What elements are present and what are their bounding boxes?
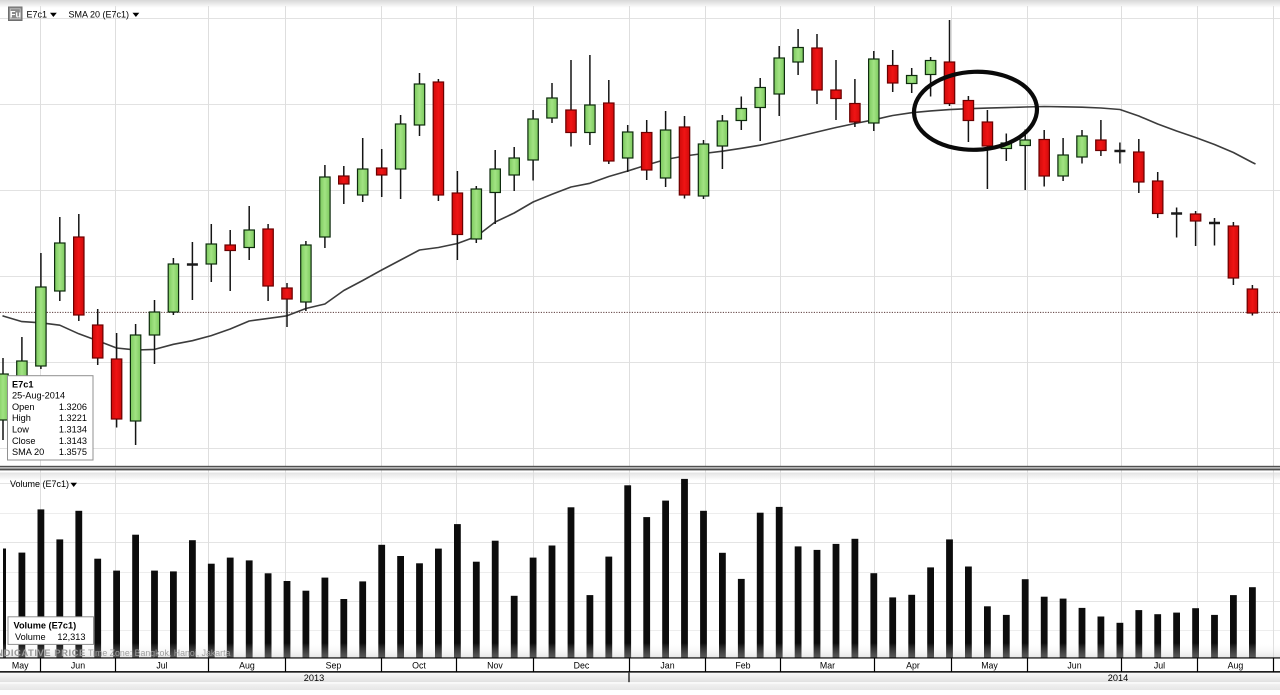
svg-text:Open: Open [12,402,34,412]
svg-text:Close: Close [12,436,36,446]
svg-text:Volume (E7c1): Volume (E7c1) [10,479,69,489]
svg-text:2014: 2014 [1108,673,1128,683]
svg-text:E7c1: E7c1 [12,379,33,389]
svg-text:SMA 20: SMA 20 [12,447,44,457]
svg-text:E7c1: E7c1 [27,9,48,19]
svg-text:Apr: Apr [906,660,920,670]
svg-text:Jun: Jun [1067,660,1081,670]
svg-text:Volume (E7c1): Volume (E7c1) [14,620,77,630]
svg-text:Feb: Feb [735,660,750,670]
svg-text:SMA 20 (E7c1): SMA 20 (E7c1) [69,9,130,19]
svg-text:Oct: Oct [412,660,426,670]
svg-text:2013: 2013 [304,673,324,683]
svg-text:Jul: Jul [156,660,167,670]
svg-text:INDICATIVE PRICE: INDICATIVE PRICE [0,648,86,659]
svg-text:Fu: Fu [10,9,21,19]
svg-text:Jul: Jul [1154,660,1165,670]
svg-text:Dec: Dec [574,660,590,670]
svg-text:1.3206: 1.3206 [59,402,87,412]
svg-text:Mar: Mar [820,660,835,670]
svg-text:May: May [12,660,29,670]
svg-text:Low: Low [12,425,29,435]
svg-text:25-Aug-2014: 25-Aug-2014 [12,391,65,401]
svg-text:Jun: Jun [71,660,85,670]
svg-text:1.3134: 1.3134 [59,425,87,435]
svg-text:1.3143: 1.3143 [59,436,87,446]
svg-text:High: High [12,413,31,423]
svg-text:Nov: Nov [487,660,503,670]
svg-text:Time Zone: Bangkok, Hanoi, Jak: Time Zone: Bangkok, Hanoi, Jakarta [88,648,231,658]
svg-text:Aug: Aug [1228,660,1244,670]
svg-text:1.3575: 1.3575 [59,447,87,457]
svg-text:Volume: Volume [15,632,46,642]
svg-text:1.3221: 1.3221 [59,413,87,423]
svg-text:Jan: Jan [660,660,674,670]
svg-text:Sep: Sep [326,660,342,670]
svg-text:12,313: 12,313 [57,632,85,642]
svg-text:Aug: Aug [239,660,255,670]
svg-text:May: May [981,660,998,670]
